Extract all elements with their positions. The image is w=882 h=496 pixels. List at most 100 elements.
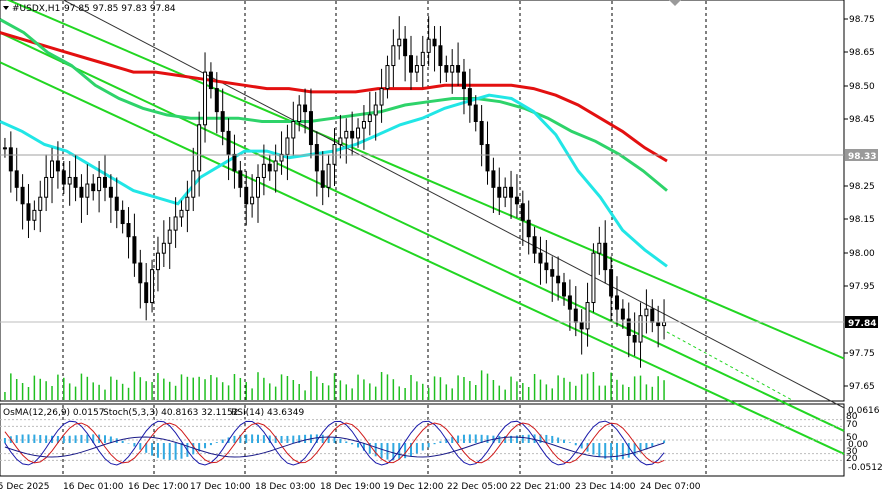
candle-body [585, 302, 590, 330]
candle-body [414, 65, 419, 73]
candle-body [132, 236, 137, 264]
candle-body [485, 144, 490, 172]
symbol-timeframe: #USDX,H1 [12, 4, 60, 14]
y-tick-label: 98.00 [849, 249, 875, 259]
candle-body [267, 163, 272, 172]
candle-body [573, 308, 578, 323]
candle-body [662, 321, 667, 327]
candle-body [626, 318, 631, 336]
candle-body [461, 71, 466, 90]
x-tick-label: 17 Dec 10:00 [190, 482, 251, 492]
channel-line [5, 0, 845, 360]
x-tick-label: 24 Dec 07:00 [640, 482, 701, 492]
y-tick-label: 97.65 [849, 382, 875, 392]
candle-body [232, 153, 237, 172]
indicator-panel [0, 419, 844, 466]
candle-body [67, 176, 72, 185]
candle-body [397, 38, 402, 47]
indicator-panel-frame [0, 403, 845, 477]
candle-body [314, 144, 319, 172]
candle-body [344, 130, 349, 139]
moving-averages [0, 18, 668, 268]
candle-body [326, 163, 331, 188]
candle-body [538, 252, 543, 264]
candle-body [255, 176, 260, 198]
candle-body [473, 104, 478, 122]
y-tick-label: 98.75 [849, 15, 875, 25]
candle-body [562, 282, 567, 297]
candle-body [250, 196, 255, 205]
candle-body [356, 127, 361, 139]
x-tick-label: 15 Dec 2025 [0, 482, 50, 492]
candle-body [432, 38, 437, 47]
y-axis: 98.75 98.65 98.50 98.45 98.25 98.15 98.00 97.95… [844, 15, 875, 392]
candle-body [197, 124, 202, 172]
osma-label: OsMA(12,26,9) 0.0157 [3, 408, 104, 418]
candle-body [50, 160, 55, 178]
y-tick-label: 98.25 [849, 182, 875, 192]
candle-body [8, 147, 13, 172]
candle-body [102, 176, 107, 188]
candle-body [361, 121, 366, 129]
candle-body [150, 269, 155, 304]
candle-body [620, 308, 625, 320]
candle-body [214, 88, 219, 113]
candle-body [526, 219, 531, 238]
candle-body [191, 170, 196, 198]
candle-body [161, 242, 166, 254]
candle-body [320, 170, 325, 188]
x-tick-label: 23 Dec 14:00 [575, 482, 636, 492]
stoch-level-label: 70 [846, 420, 858, 430]
y-tick-label: 98.50 [849, 82, 875, 92]
level-price-value: 98.33 [848, 152, 876, 162]
candle-body [179, 209, 184, 218]
candle-body [338, 137, 343, 146]
candlesticks [2, 16, 667, 368]
candle-body [291, 121, 296, 139]
candle-body [520, 203, 525, 221]
candle-body [185, 196, 190, 211]
indicator-header: OsMA(12,26,9) 0.0157 Stoch(5,3,3) 40.816… [3, 408, 304, 418]
stoch-level-label: 30 [846, 447, 858, 457]
candle-body [226, 130, 231, 155]
main-panel-frame [0, 0, 845, 402]
candle-body [138, 262, 143, 284]
candle-body [120, 209, 125, 225]
candle-body [650, 308, 655, 323]
candle-body [208, 71, 213, 90]
candle-body [350, 130, 355, 139]
x-tick-label: 18 Dec 19:00 [320, 482, 381, 492]
candle-body [279, 153, 284, 162]
candle-body [14, 170, 19, 188]
candle-body [491, 170, 496, 188]
level-price-badge: 98.33 [845, 149, 878, 162]
current-price-badge: 97.84 [845, 316, 878, 329]
osma-tick-label: 0.0616 [848, 406, 880, 416]
candle-body [385, 65, 390, 90]
dropdown-arrow-icon[interactable] [3, 6, 9, 10]
stoch-level-label: 80 [846, 412, 858, 422]
candle-body [114, 196, 119, 211]
candle-body [467, 88, 472, 106]
candle-body [603, 242, 608, 271]
candle-body [544, 262, 549, 271]
candle-body [155, 252, 160, 271]
candle-body [167, 229, 172, 244]
x-tick-label: 19 Dec 12:00 [383, 482, 444, 492]
scroll-marker-icon[interactable] [669, 0, 681, 6]
candle-body [20, 186, 25, 205]
channel-line [0, 31, 845, 432]
trend-channel [0, 0, 845, 455]
y-tick-label: 98.15 [849, 215, 875, 225]
candle-body [303, 104, 308, 113]
candle-body [579, 321, 584, 330]
candle-body [73, 176, 78, 188]
volume-bars [4, 370, 665, 400]
x-tick-label: 18 Dec 03:00 [255, 482, 316, 492]
candle-body [503, 186, 508, 198]
candle-body [509, 186, 514, 198]
